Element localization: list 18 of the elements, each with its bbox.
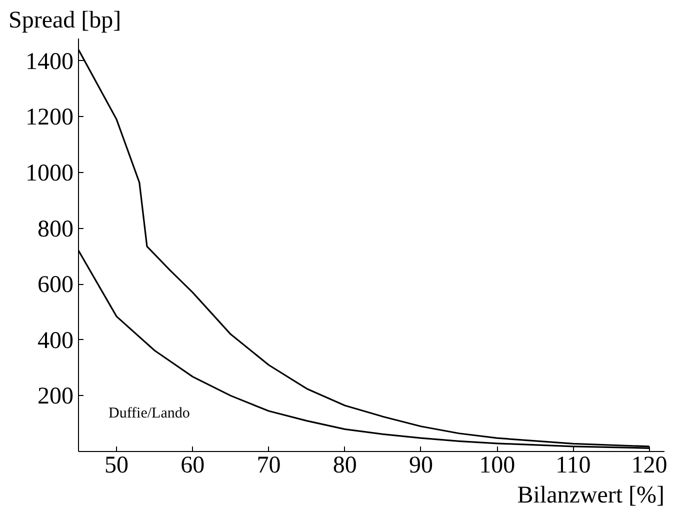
x-axis-title: Bilanzwert [%] [517, 482, 665, 508]
y-tick-label: 600 [38, 272, 74, 298]
y-tick-label: 400 [38, 328, 74, 354]
x-tick-label: 90 [408, 452, 433, 478]
y-tick-label: 200 [38, 384, 74, 410]
x-tick-label: 110 [556, 452, 591, 478]
y-tick-label: 1400 [26, 48, 74, 75]
x-tick-label: 80 [332, 452, 357, 478]
x-tick-label: 100 [479, 452, 516, 478]
x-tick-label: 70 [256, 452, 281, 478]
y-axis-title: Spread [bp] [8, 8, 122, 34]
annotation: Duffie/Lando [108, 406, 190, 422]
y-tick-label: 800 [38, 216, 74, 242]
x-tick-label: 120 [631, 452, 668, 478]
x-tick-label: 50 [104, 452, 129, 478]
y-tick-label: 1200 [26, 104, 74, 131]
x-tick-label: 60 [180, 452, 205, 478]
y-tick-label: 1000 [26, 160, 74, 186]
